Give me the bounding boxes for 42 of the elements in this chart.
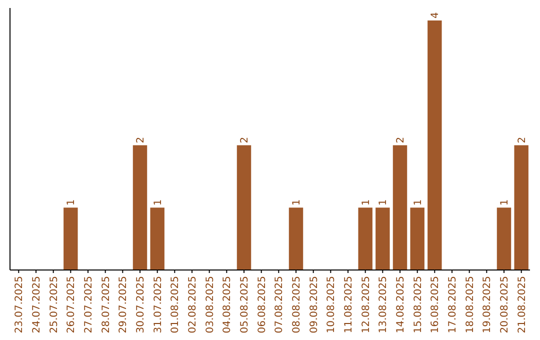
x-tick-label: 18.08.2025 <box>464 276 476 334</box>
x-tick-label: 19.08.2025 <box>482 276 494 334</box>
data-label: 2 <box>396 136 406 144</box>
x-tick-label: 03.08.2025 <box>204 276 216 334</box>
x-tick-label: 26.07.2025 <box>66 276 78 334</box>
x-tick-label: 25.07.2025 <box>48 276 60 334</box>
x-tick-label: 04.08.2025 <box>222 276 234 334</box>
x-tick-label: 17.08.2025 <box>448 276 458 334</box>
data-label: 1 <box>378 199 390 206</box>
x-tick-label: 24.07.2025 <box>32 276 42 334</box>
x-tick-label: 16.08.2025 <box>430 276 442 334</box>
x-tick-label: 06.08.2025 <box>256 276 268 334</box>
x-tick-label: 08.08.2025 <box>292 276 302 334</box>
data-label: 1 <box>66 199 78 206</box>
x-tick-label: 01.08.2025 <box>170 276 182 334</box>
x-tick-label: 12.08.2025 <box>360 276 372 334</box>
x-tick-label: 02.08.2025 <box>188 276 198 334</box>
x-tick-label: 31.07.2025 <box>152 276 164 334</box>
data-label: 1 <box>412 199 424 206</box>
data-label: 1 <box>500 199 510 206</box>
x-tick-label: 29.07.2025 <box>118 276 130 334</box>
data-label: 1 <box>360 199 372 206</box>
x-tick-label: 07.08.2025 <box>274 276 286 334</box>
x-tick-label: 20.08.2025 <box>500 276 510 334</box>
data-label: 1 <box>152 199 164 206</box>
x-tick-label: 13.08.2025 <box>378 276 390 334</box>
x-tick-label: 05.08.2025 <box>240 276 250 334</box>
x-tick-label: 11.08.2025 <box>344 276 354 334</box>
data-label: 2 <box>240 136 250 144</box>
x-tick-label: 30.07.2025 <box>136 276 146 334</box>
x-tick-label: 10.08.2025 <box>326 276 338 334</box>
x-tick-label: 14.08.2025 <box>396 276 406 334</box>
data-label: 2 <box>136 136 146 144</box>
data-label: 2 <box>516 136 528 144</box>
x-tick-label: 23.07.2025 <box>14 276 26 334</box>
x-tick-label: 15.08.2025 <box>412 276 424 334</box>
x-tick-label: 27.07.2025 <box>84 276 94 334</box>
x-tick-label: 28.07.2025 <box>100 276 112 334</box>
x-tick-label: 21.08.2025 <box>516 276 528 334</box>
data-label: 4 <box>430 12 442 18</box>
data-label: 1 <box>292 199 302 206</box>
x-tick-label: 09.08.2025 <box>308 276 320 334</box>
